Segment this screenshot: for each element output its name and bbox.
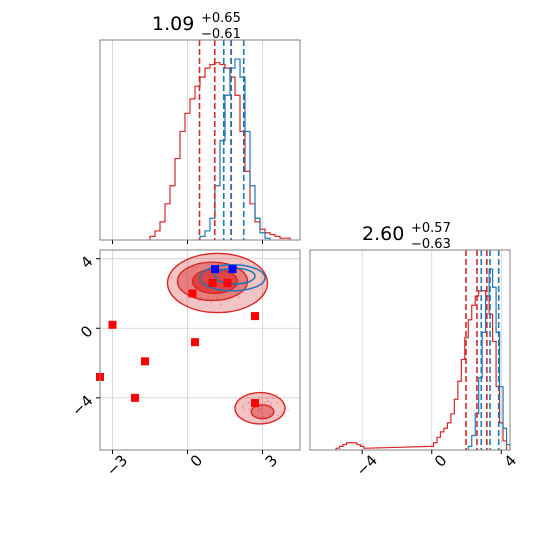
sample-dot: [195, 265, 198, 268]
sample-dot: [242, 417, 245, 419]
axes-frame: [309, 249, 511, 451]
sample-dot: [246, 402, 249, 405]
sample-dot: [199, 296, 202, 299]
y-tick-labels: −4 0 4: [68, 253, 100, 420]
red-marker: [141, 357, 149, 366]
x-tick-label: 4: [501, 451, 520, 470]
y-tick-label: −4: [68, 392, 96, 420]
red-marker: [188, 289, 197, 298]
sample-dot: [207, 296, 209, 298]
sample-dot: [280, 412, 283, 415]
sample-dot: [268, 414, 271, 416]
quantile-lines: [465, 250, 500, 450]
sample-dot: [263, 401, 266, 404]
x-tick-label: −3: [103, 451, 131, 479]
sample-dot: [276, 393, 278, 396]
histogram-series-0: [335, 290, 508, 450]
x-tick-labels: −3 0 3: [103, 450, 281, 480]
blue-contour: [199, 264, 266, 292]
sample-dot: [243, 408, 246, 411]
panel-title: 1.09: [152, 13, 194, 35]
histograms: [149, 58, 291, 240]
blue-marker: [211, 265, 219, 274]
red-marker: [108, 320, 117, 329]
sample-dot: [192, 266, 195, 269]
sample-dot: [287, 409, 290, 412]
red-marker: [131, 393, 139, 402]
histograms: [335, 268, 511, 450]
sample-dot: [189, 277, 192, 280]
title-lower-error: −0.63: [411, 237, 451, 252]
sample-dot: [272, 397, 275, 400]
histogram-series-0: [149, 62, 291, 240]
sample-dot: [265, 397, 268, 400]
axes-background: [310, 250, 510, 450]
red-marker: [251, 399, 259, 408]
x-tick-labels: −4 0 4: [353, 450, 520, 480]
marginal-panel-param-1: 1.09 +0.65 −0.61: [99, 11, 301, 244]
red-contour: [250, 404, 275, 420]
sample-dot: [220, 303, 222, 306]
panel-title: 2.60: [362, 223, 404, 245]
axes-frame: [99, 249, 301, 451]
sample-dot: [210, 301, 212, 303]
x-tick-label: 0: [187, 451, 206, 470]
red-contour: [234, 391, 286, 425]
sample-dot: [262, 415, 265, 418]
sample-dot: [239, 262, 242, 265]
x-tick-label: −4: [353, 451, 381, 479]
sample-dot: [238, 295, 241, 298]
sample-dot: [277, 414, 279, 417]
y-tick-label: 4: [77, 253, 96, 272]
grid: [361, 250, 502, 450]
sample-dot: [252, 409, 255, 412]
marginal-panel-param-2: −4 0 4 2.60 +0.57 −0.63: [309, 221, 520, 480]
blue-marker: [228, 265, 237, 274]
sample-dot: [258, 409, 261, 412]
quantile-lines: [198, 40, 245, 240]
histogram-series-1: [467, 268, 511, 450]
sample-dot: [181, 299, 184, 302]
title-lower-error: −0.61: [201, 27, 241, 42]
red-marker: [208, 279, 217, 288]
y-tick-label: 0: [77, 322, 96, 341]
sample-dot: [170, 276, 173, 278]
red-marker: [223, 279, 232, 288]
joint-panel: −3 0 3 −4 0 4: [68, 249, 301, 480]
sample-dot: [258, 397, 260, 399]
sample-dot: [270, 404, 273, 406]
axes-frame: [99, 39, 301, 241]
sample-dot: [242, 404, 245, 407]
sample-dot: [227, 300, 230, 303]
sample-dot: [274, 410, 277, 413]
sample-dot: [269, 402, 272, 405]
red-marker: [191, 338, 199, 347]
red-marker: [251, 312, 259, 321]
sample-dot: [198, 299, 200, 302]
sample-dot: [267, 400, 270, 403]
grid: [112, 40, 263, 244]
sample-dot: [259, 407, 262, 410]
sample-dot: [248, 408, 251, 411]
x-tick-label: 0: [431, 451, 450, 470]
sample-dot: [216, 298, 219, 300]
sample-dot: [264, 420, 267, 423]
sample-dot: [276, 401, 278, 404]
title-upper-error: +0.57: [411, 221, 451, 236]
sample-dot: [268, 412, 271, 415]
sample-dot: [260, 411, 263, 414]
sample-dot: [247, 401, 250, 404]
title-upper-error: +0.65: [201, 11, 241, 26]
histogram-series-1: [199, 58, 271, 240]
x-tick-label: 3: [262, 451, 281, 470]
markers: [96, 265, 259, 408]
sample-dot: [242, 405, 245, 408]
